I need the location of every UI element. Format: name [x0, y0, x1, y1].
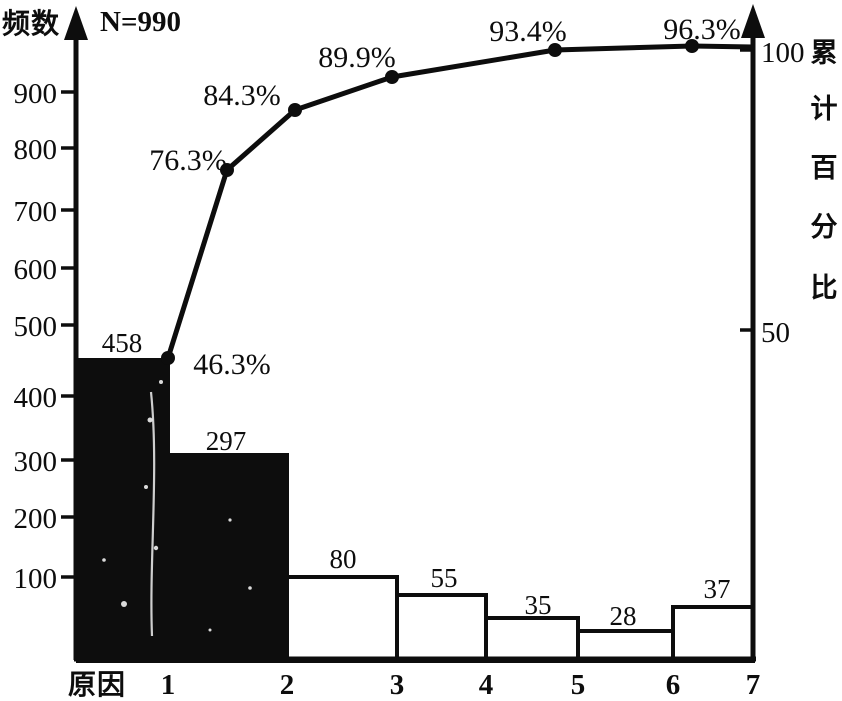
left-axis-tick-label: 400 — [14, 382, 58, 414]
bar-value-label: 37 — [704, 574, 731, 604]
scan-speckle — [208, 628, 212, 632]
scan-speckle — [159, 380, 163, 384]
bar-value-label: 458 — [102, 328, 143, 358]
right-axis-tick-label: 50 — [761, 317, 790, 349]
right-axis-title-char: 分 — [811, 212, 838, 242]
x-axis-label-5: 5 — [571, 669, 586, 701]
bar-cause-7 — [671, 605, 755, 663]
x-axis-label-6: 6 — [666, 669, 681, 701]
right-axis-title-char: 计 — [811, 94, 838, 124]
cumulative-point-label: 46.3% — [193, 348, 271, 381]
right-axis-title-char: 百 — [811, 153, 838, 183]
cumulative-point-label: 84.3% — [203, 79, 281, 112]
x-axis-title: 原因 — [68, 670, 126, 701]
left-axis-tick-label: 200 — [14, 503, 58, 535]
bar-value-label: 35 — [525, 590, 552, 620]
cumulative-point — [685, 39, 699, 53]
scan-speckle — [248, 586, 252, 590]
left-axis-arrow-icon — [64, 6, 88, 40]
sample-size-label: N=990 — [100, 6, 181, 38]
scan-speckle — [121, 601, 127, 607]
bar-value-label: 80 — [330, 544, 357, 574]
scan-speckle — [147, 417, 153, 423]
scan-speckle — [228, 518, 232, 522]
left-axis-tick-label: 300 — [14, 446, 58, 478]
cumulative-point — [220, 163, 234, 177]
cumulative-point-label: 76.3% — [149, 144, 227, 177]
left-axis-tick-label: 900 — [14, 78, 58, 110]
right-axis-title-char: 比 — [811, 273, 838, 303]
left-axis-title: 频数 — [2, 8, 60, 40]
x-axis-label-1: 1 — [161, 669, 176, 701]
left-axis-tick-label: 500 — [14, 311, 58, 343]
right-axis-title: 累 计 百 分 比 — [811, 38, 838, 303]
cumulative-point — [288, 103, 302, 117]
cumulative-point-label: 96.3% — [663, 13, 741, 46]
cumulative-point — [548, 43, 562, 57]
cumulative-point — [161, 351, 175, 365]
scan-speckle — [102, 558, 106, 562]
bar-cause-5 — [484, 616, 580, 663]
scan-streak — [149, 391, 156, 637]
right-axis-title-char: 累 — [811, 38, 838, 68]
bar-cause-4 — [395, 593, 488, 663]
scan-speckle — [144, 485, 148, 489]
cumulative-point — [385, 70, 399, 84]
left-axis-tick-label: 700 — [14, 196, 58, 228]
cumulative-point-label: 89.9% — [318, 41, 396, 74]
left-axis-tick-label: 800 — [14, 134, 58, 166]
bar-value-label: 297 — [206, 426, 247, 456]
bar-cause-3 — [285, 575, 399, 663]
right-axis-tick-label: 100 — [761, 37, 805, 69]
left-axis-tick-label: 600 — [14, 254, 58, 286]
x-axis-label-3: 3 — [390, 669, 405, 701]
left-axis-tick-label: 100 — [14, 563, 58, 595]
x-axis-label-4: 4 — [479, 669, 494, 701]
bar-cause-2 — [166, 453, 289, 663]
cumulative-line-group: 458 297 80 55 35 28 37 46.3% 76.3% 84.3% 89.9% 93.4… — [102, 13, 756, 631]
x-axis-label-2: 2 — [280, 669, 295, 701]
bar-value-label: 55 — [431, 563, 458, 593]
bars-group: 900 800 700 600 500 400 300 200 100 100 50 1 2 3 4 5 6 7 — [14, 37, 805, 701]
scan-speckle — [153, 545, 159, 551]
cumulative-point-label: 93.4% — [489, 15, 567, 48]
right-axis-arrow-icon — [741, 4, 765, 38]
x-axis-label-7: 7 — [746, 669, 761, 701]
bar-value-label: 28 — [610, 601, 637, 631]
